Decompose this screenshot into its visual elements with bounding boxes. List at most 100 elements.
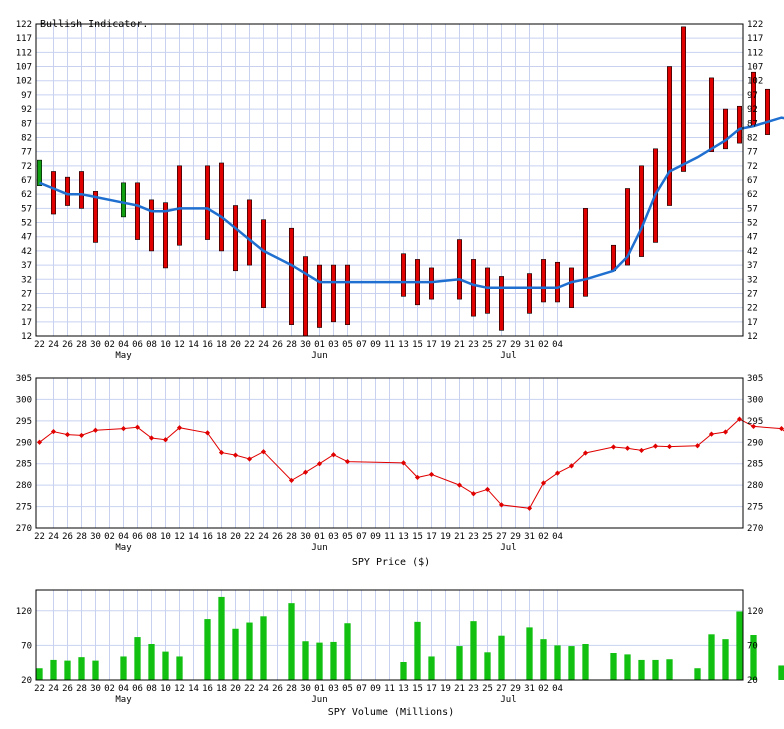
bull-y-tick-right: 47 (747, 233, 758, 243)
bull-x-tick: 26 (62, 340, 73, 350)
bull-month-label: Jul (500, 351, 516, 361)
vol-x-tick: 25 (482, 684, 493, 694)
price-point (36, 439, 43, 445)
price-x-tick: 03 (328, 532, 339, 542)
price-point (554, 470, 561, 476)
bullish-bar-down (471, 259, 476, 317)
bull-y-tick-right: 32 (747, 275, 758, 285)
price-y-tick-right: 280 (747, 481, 763, 491)
price-x-tick: 17 (426, 532, 437, 542)
price-point (736, 416, 743, 422)
bullish-bar-down (233, 205, 238, 272)
price-point (316, 461, 323, 467)
price-x-tick: 02 (538, 532, 549, 542)
bullish-bar-down (177, 165, 182, 246)
vol-x-tick: 07 (356, 684, 367, 694)
vol-x-tick: 24 (258, 684, 269, 694)
vol-y-tick-left: 120 (16, 607, 32, 617)
vol-x-tick: 04 (552, 684, 563, 694)
price-point (246, 456, 253, 462)
bullish-bar-down (527, 273, 532, 314)
price-x-tick: 24 (258, 532, 269, 542)
bull-y-tick-left: 17 (21, 318, 32, 328)
price-y-tick-right: 295 (747, 417, 763, 427)
volume-bar (610, 653, 617, 680)
price-x-tick: 10 (160, 532, 171, 542)
price-point (498, 502, 505, 508)
price-x-tick: 25 (482, 532, 493, 542)
bull-y-tick-left: 87 (21, 119, 32, 129)
vol-x-tick: 04 (118, 684, 129, 694)
volume-bar (148, 644, 155, 680)
volume-axis-title: SPY Volume (Millions) (328, 707, 454, 718)
bull-y-tick-right: 57 (747, 204, 758, 214)
volume-bar (288, 603, 295, 680)
vol-x-tick: 27 (496, 684, 507, 694)
price-x-tick: 22 (244, 532, 255, 542)
price-x-tick: 08 (146, 532, 157, 542)
bull-x-tick: 11 (384, 340, 395, 350)
bullish-bar-down (457, 239, 462, 300)
price-x-tick: 12 (174, 532, 185, 542)
price-x-tick: 01 (314, 532, 325, 542)
price-x-tick: 15 (412, 532, 423, 542)
bull-x-tick: 03 (328, 340, 339, 350)
bull-y-tick-left: 107 (16, 63, 32, 73)
volume-bar (736, 611, 743, 680)
bull-x-tick: 15 (412, 340, 423, 350)
vol-x-tick: 09 (370, 684, 381, 694)
volume-bar (498, 635, 505, 680)
vol-month-label: May (115, 695, 132, 705)
volume-bar (708, 634, 715, 680)
bull-x-tick: 18 (216, 340, 227, 350)
bullish-indicator-panel: Bullish Indicator. 12 17 22 27 32 37 42 47 52 57 6… (16, 19, 784, 361)
bull-x-tick: 31 (524, 340, 535, 350)
price-point (722, 429, 729, 435)
price-y-tick-right: 275 (747, 503, 763, 513)
volume-bar (134, 637, 141, 680)
volume-bar (540, 639, 547, 680)
bull-x-tick: 13 (398, 340, 409, 350)
price-point (414, 474, 421, 481)
volume-bar (456, 646, 463, 680)
price-x-tick: 30 (300, 532, 311, 542)
volume-bar (344, 623, 351, 680)
vol-x-tick: 01 (314, 684, 325, 694)
price-point (288, 477, 295, 484)
price-y-tick-left: 305 (16, 374, 32, 384)
bull-x-tick: 04 (552, 340, 563, 350)
bull-y-tick-right: 12 (747, 332, 758, 342)
vol-x-tick: 21 (454, 684, 465, 694)
price-x-tick: 20 (230, 532, 241, 542)
vol-y-tick-right: 120 (747, 607, 763, 617)
price-y-tick-left: 275 (16, 503, 32, 513)
bullish-bar-down (51, 171, 56, 215)
price-x-tick: 05 (342, 532, 353, 542)
bull-y-tick-right: 102 (747, 77, 763, 87)
bullish-bar-down (289, 227, 294, 325)
bull-y-tick-right: 112 (747, 48, 763, 58)
price-point (232, 452, 239, 458)
bull-y-tick-right: 82 (747, 133, 758, 143)
volume-bar (582, 644, 589, 680)
vol-x-tick: 29 (510, 684, 521, 694)
bull-y-tick-left: 22 (21, 304, 32, 314)
price-y-tick-left: 295 (16, 417, 32, 427)
bullish-bar-down (401, 253, 406, 297)
vol-x-tick: 16 (202, 684, 213, 694)
bull-y-tick-left: 102 (16, 77, 32, 87)
bull-y-tick-left: 32 (21, 275, 32, 285)
bull-y-tick-left: 72 (21, 162, 32, 172)
bullish-bar-down (317, 264, 322, 328)
bull-x-tick: 27 (496, 340, 507, 350)
vol-x-tick: 30 (300, 684, 311, 694)
price-x-tick: 18 (216, 532, 227, 542)
bull-y-tick-right: 67 (747, 176, 758, 186)
volume-bar (176, 656, 183, 680)
vol-x-tick: 28 (286, 684, 297, 694)
bull-x-tick: 02 (538, 340, 549, 350)
volume-bar (330, 641, 337, 680)
price-point (610, 444, 617, 450)
volume-bar (232, 628, 239, 680)
